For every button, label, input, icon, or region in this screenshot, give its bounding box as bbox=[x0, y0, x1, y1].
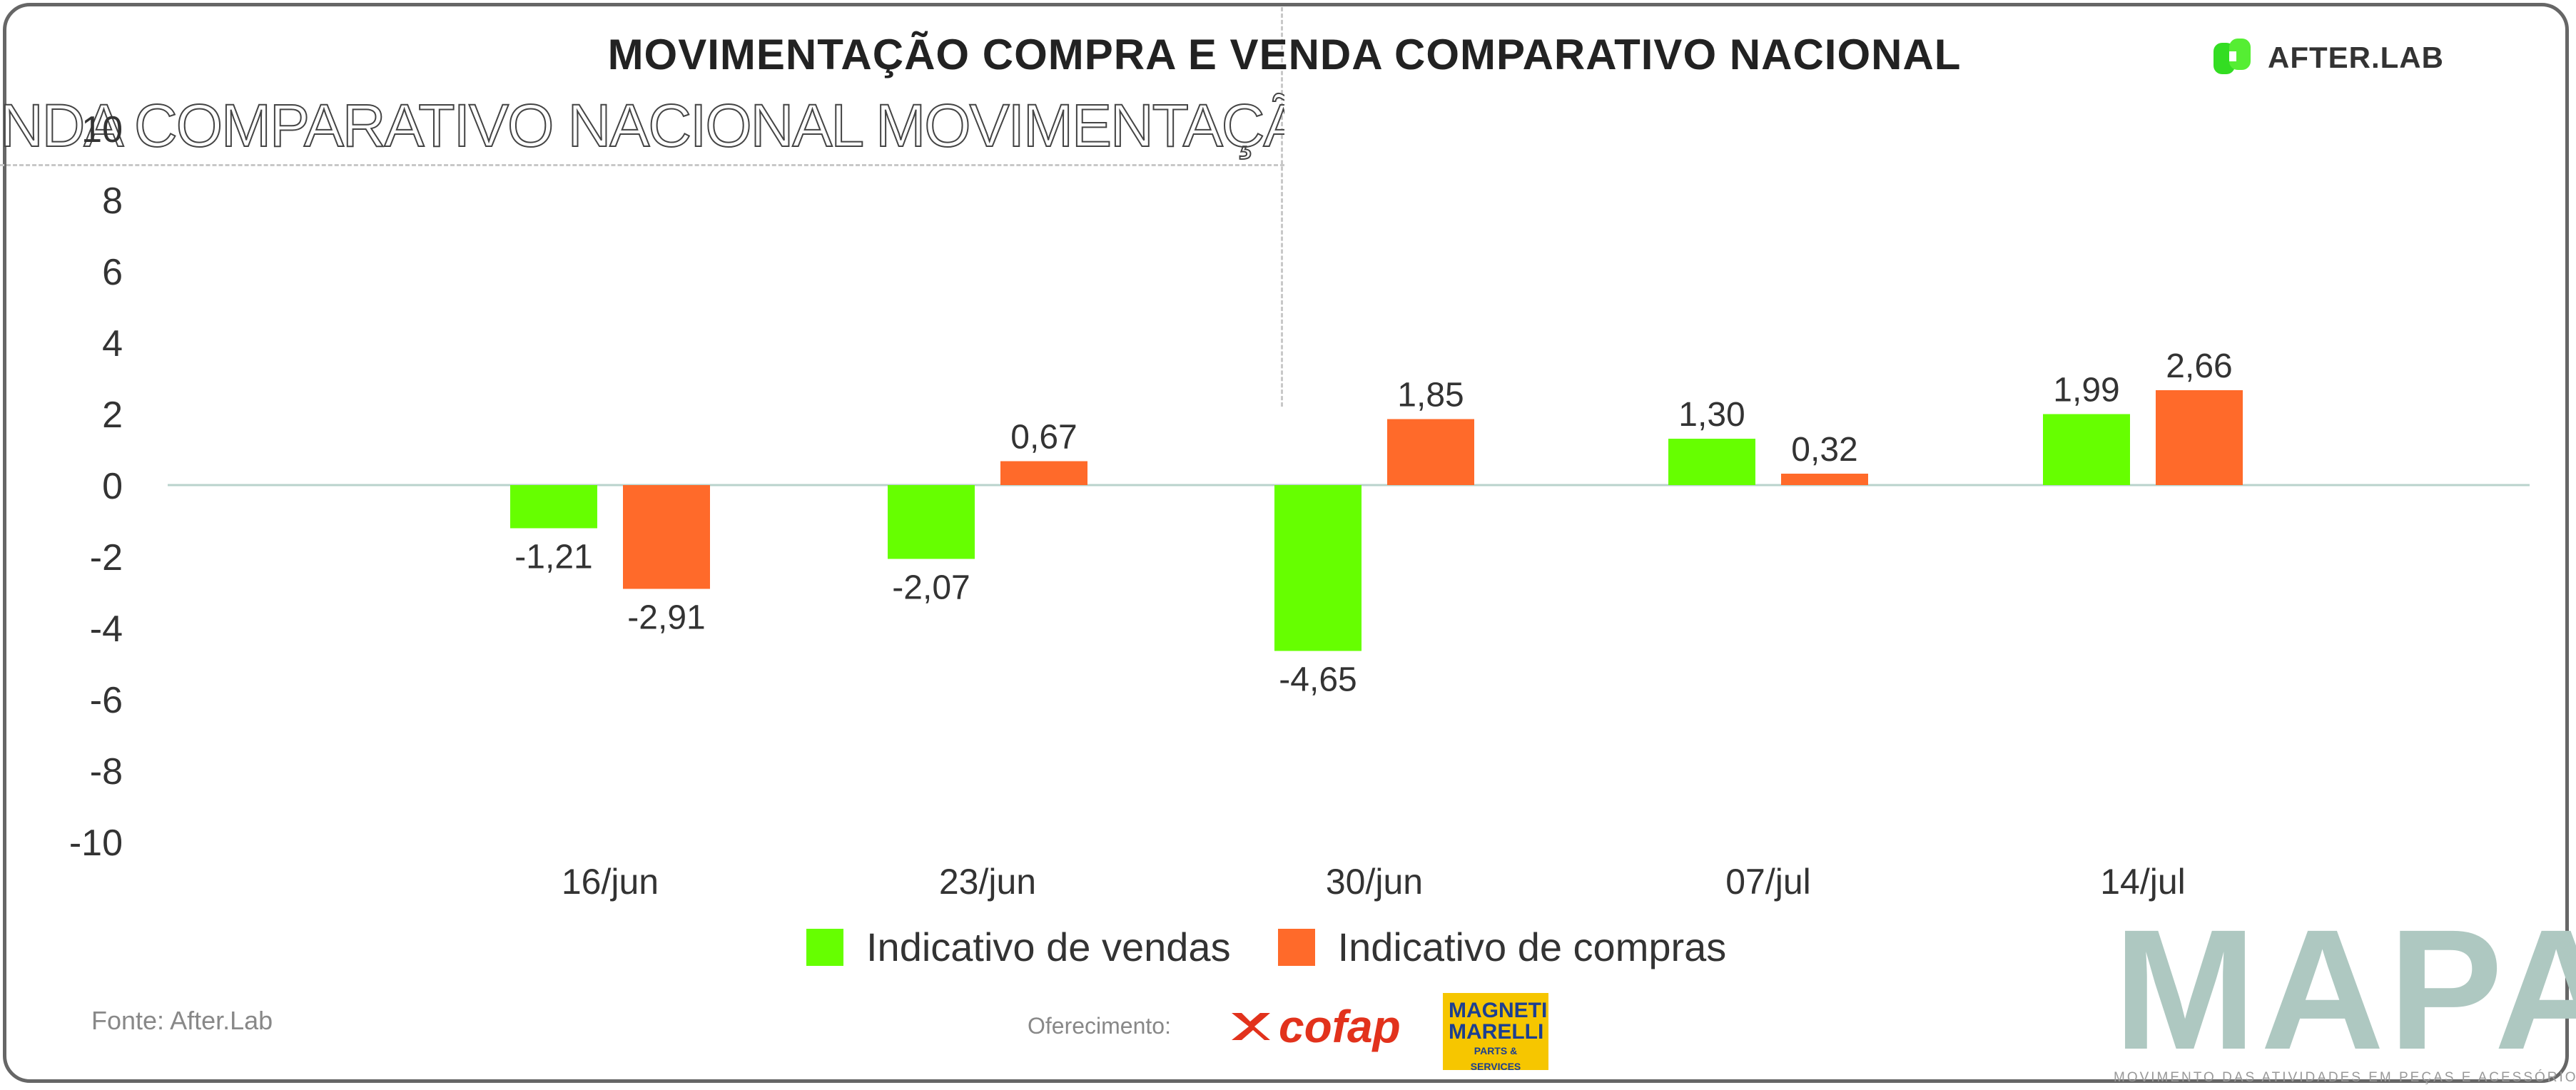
y-tick-label: -6 bbox=[90, 680, 123, 721]
mapa-logo-subtitle: MOVIMENTO DAS ATIVIDADES EM PEÇAS E ACES… bbox=[2114, 1070, 2576, 1085]
y-tick-label: 6 bbox=[102, 252, 123, 293]
bar-compras-3 bbox=[1781, 474, 1868, 485]
data-label-compras-4: 2,66 bbox=[2166, 347, 2232, 385]
data-label-vendas-0: -1,21 bbox=[514, 539, 592, 576]
bar-vendas-1 bbox=[888, 485, 975, 559]
legend-label-vendas: Indicativo de vendas bbox=[866, 925, 1231, 969]
legend-label-compras: Indicativo de compras bbox=[1337, 925, 1727, 969]
data-label-vendas-1: -2,07 bbox=[892, 569, 970, 607]
mapa-logo: MAPA MOVIMENTO DAS ATIVIDADES EM PEÇAS E… bbox=[2114, 894, 2576, 1086]
sponsor-caption: Oferecimento: bbox=[1028, 1013, 1171, 1039]
ghost-guide-vertical bbox=[1281, 7, 1283, 407]
legend-swatch-compras bbox=[1277, 928, 1315, 966]
data-label-compras-3: 0,32 bbox=[1791, 431, 1857, 469]
cofap-logo-text: cofap bbox=[1279, 1001, 1401, 1052]
ghost-title-overlay: NDA COMPARATIVO NACIONAL MOVIMENTAÇÃO CO… bbox=[0, 91, 1284, 160]
source-note: Fonte: After.Lab bbox=[91, 1006, 273, 1035]
mapa-logo-text: MAPA bbox=[2114, 894, 2576, 1085]
bar-compras-0 bbox=[623, 485, 710, 589]
data-label-compras-0: -2,91 bbox=[627, 599, 705, 637]
chart-title: MOVIMENTAÇÃO COMPRA E VENDA COMPARATIVO … bbox=[607, 31, 1962, 78]
bar-compras-4 bbox=[2156, 390, 2243, 485]
afterlab-logo: AFTER.LAB bbox=[2211, 36, 2444, 80]
cofap-logo: cofap bbox=[1227, 1000, 1401, 1053]
legend-item-compras: Indicativo de compras bbox=[1277, 924, 1727, 970]
ghost-guide-horizontal bbox=[0, 164, 1284, 170]
magneti-logo-line2: MARELLI bbox=[1449, 1020, 1544, 1044]
y-tick-label: 0 bbox=[102, 466, 123, 507]
legend: Indicativo de vendas Indicativo de compr… bbox=[806, 924, 1773, 970]
x-tick-label: 16/jun bbox=[562, 862, 659, 902]
y-tick-label: 10 bbox=[81, 109, 123, 151]
data-label-compras-1: 0,67 bbox=[1010, 419, 1077, 457]
bar-compras-2 bbox=[1387, 419, 1474, 485]
legend-item-vendas: Indicativo de vendas bbox=[806, 924, 1231, 970]
bar-compras-1 bbox=[1000, 461, 1087, 485]
bar-vendas-3 bbox=[1668, 439, 1755, 485]
data-label-compras-2: 1,85 bbox=[1397, 377, 1464, 414]
magneti-marelli-logo: MAGNETI MARELLI PARTS & SERVICES bbox=[1443, 993, 1548, 1070]
y-tick-label: 4 bbox=[102, 323, 123, 365]
y-tick-label: 2 bbox=[102, 394, 123, 436]
y-tick-label: -10 bbox=[69, 822, 123, 864]
y-tick-label: -8 bbox=[90, 751, 123, 793]
y-tick-label: -4 bbox=[90, 608, 123, 650]
bar-chart: 10 8 6 4 2 0 -2 -4 -6 -8 -10 -1,21 -2,91 -2,07 0,67 -4… bbox=[69, 109, 2530, 902]
bar-vendas-4 bbox=[2043, 414, 2130, 485]
afterlab-logo-icon bbox=[2214, 39, 2251, 74]
bar-vendas-2 bbox=[1274, 485, 1361, 651]
x-tick-label: 23/jun bbox=[939, 862, 1036, 902]
data-label-vendas-4: 1,99 bbox=[2053, 372, 2119, 409]
afterlab-logo-text: AFTER.LAB bbox=[2268, 41, 2444, 74]
x-tick-label: 07/jul bbox=[1725, 862, 1811, 902]
y-tick-label: -2 bbox=[90, 537, 123, 579]
bar-vendas-0 bbox=[510, 485, 597, 529]
magneti-logo-line3: PARTS & SERVICES bbox=[1470, 1045, 1521, 1070]
magneti-logo-line1: MAGNETI bbox=[1449, 999, 1548, 1022]
data-label-vendas-2: -4,65 bbox=[1279, 661, 1357, 699]
data-label-vendas-3: 1,30 bbox=[1678, 396, 1745, 434]
x-tick-label: 14/jul bbox=[2100, 862, 2186, 902]
y-tick-label: 8 bbox=[102, 180, 123, 222]
legend-swatch-vendas bbox=[806, 928, 843, 966]
cofap-logo-icon bbox=[1232, 1013, 1270, 1040]
x-tick-label: 30/jun bbox=[1326, 862, 1423, 902]
